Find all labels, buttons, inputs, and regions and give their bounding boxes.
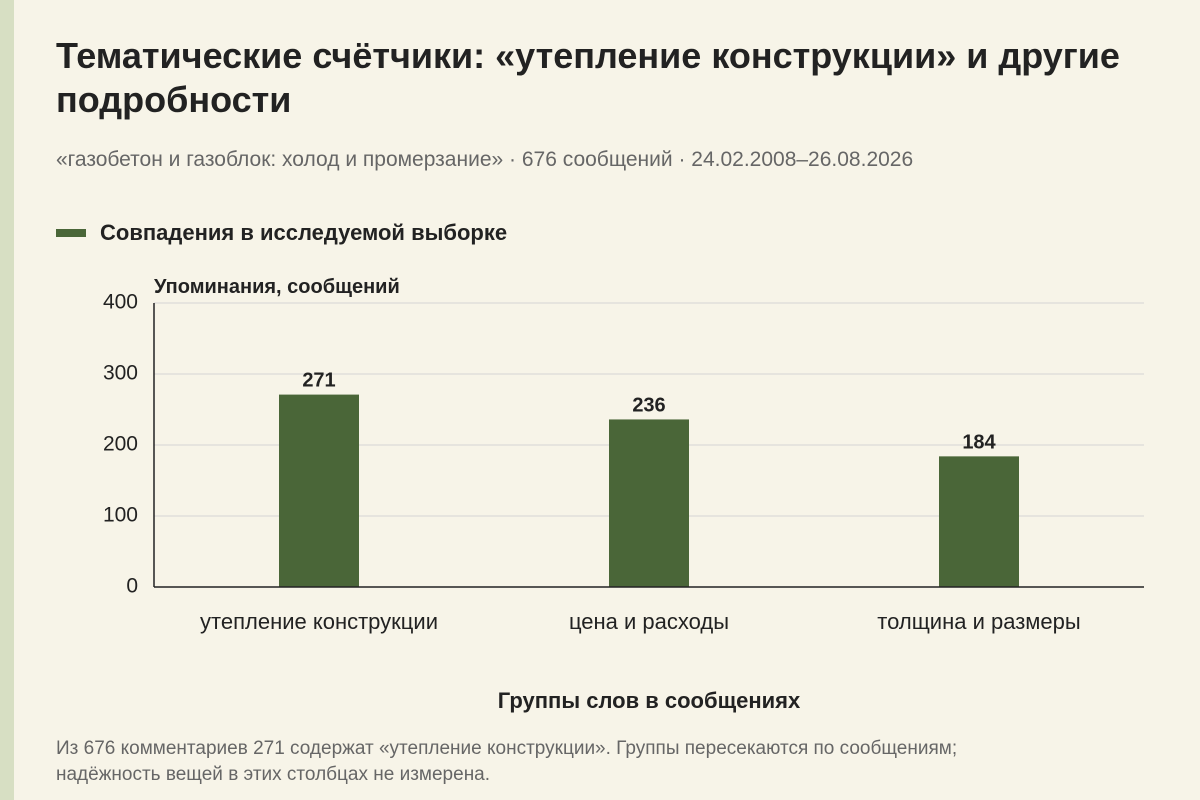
x-tick-label-2: цена и расходы — [569, 609, 729, 634]
y-tick-label-200: 200 — [103, 433, 138, 456]
data-label-2: 236 — [632, 394, 665, 416]
page-title: Тематические счётчики: «утепление констр… — [56, 35, 1120, 120]
side-strip — [0, 0, 14, 800]
subtitle: «газобетон и газоблок: холод и промерзан… — [56, 148, 914, 171]
x-tick-label-1: утепление конструкции — [200, 609, 438, 634]
legend-swatch — [56, 229, 86, 237]
y-tick-label-400: 400 — [103, 291, 138, 314]
x-tick-label-3: толщина и размеры — [877, 609, 1080, 634]
legend-label: Совпадения в исследуемой выборке — [100, 220, 508, 245]
y-tick-label-100: 100 — [103, 504, 138, 527]
x-axis-label: Группы слов в сообщениях — [498, 688, 801, 713]
y-tick-label-0: 0 — [126, 575, 138, 598]
data-label-3: 184 — [962, 431, 996, 453]
y-axis-label: Упоминания, сообщений — [154, 276, 400, 298]
bar-1 — [279, 394, 359, 587]
y-tick-label-300: 300 — [103, 362, 138, 385]
bar-3 — [939, 456, 1019, 587]
footnote: Из 676 комментариев 271 содержат «утепле… — [56, 738, 958, 785]
data-label-1: 271 — [302, 370, 335, 392]
bar-2 — [609, 419, 689, 587]
legend: Совпадения в исследуемой выборке — [56, 218, 507, 248]
